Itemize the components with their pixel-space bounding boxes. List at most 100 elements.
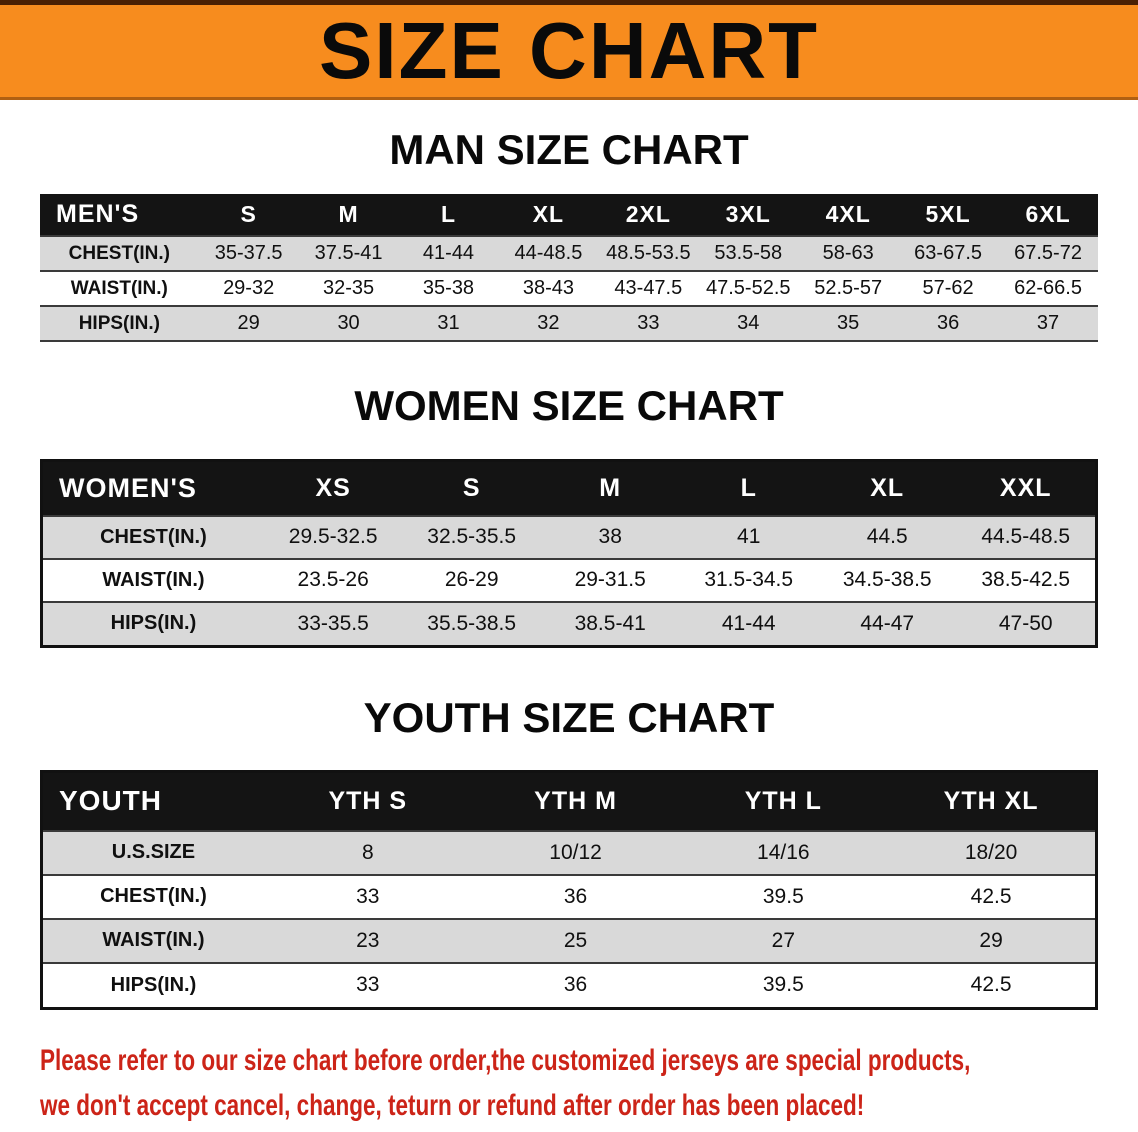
size-value-cell: 26-29 xyxy=(402,557,541,602)
table-row: WAIST(IN.) 29-32 32-35 35-38 38-43 43-47.5 47.… xyxy=(40,270,1098,307)
size-value-cell: 38 xyxy=(540,514,680,559)
size-column-header: L xyxy=(679,461,818,516)
size-value-cell: 62-66.5 xyxy=(998,270,1098,307)
size-value-cell: 29-31.5 xyxy=(540,557,680,602)
size-column-header: XS xyxy=(263,461,403,516)
size-column-header: XXL xyxy=(956,461,1095,516)
size-column-header: L xyxy=(398,194,499,237)
size-value-cell: 41-44 xyxy=(398,235,499,272)
table-row: CHEST(IN.) 29.5-32.5 32.5-35.5 38 41 44.5 44.5… xyxy=(43,514,1095,559)
size-column-header: XL xyxy=(498,194,599,237)
row-label-cell: HIPS(IN.) xyxy=(43,600,264,645)
size-value-cell: 25 xyxy=(471,917,680,963)
size-value-cell: 35-38 xyxy=(398,270,499,307)
size-value-cell: 31.5-34.5 xyxy=(679,557,818,602)
size-value-cell: 38-43 xyxy=(498,270,599,307)
table-header-row: MEN'S S M L XL 2XL 3XL 4XL 5XL 6XL xyxy=(40,194,1098,237)
row-label-cell: CHEST(IN.) xyxy=(43,514,264,559)
size-column-header: XL xyxy=(817,461,957,516)
women-size-table: WOMEN'S XS S M L XL XXL CHEST(IN.) 29.5-32.5 32.5… xyxy=(40,458,1098,648)
size-value-cell: 32.5-35.5 xyxy=(402,514,541,559)
size-value-cell: 47-50 xyxy=(956,600,1095,645)
table-row: HIPS(IN.) 33 36 39.5 42.5 xyxy=(43,961,1095,1007)
size-value-cell: 33 xyxy=(598,305,699,343)
table-row: WAIST(IN.) 23 25 27 29 xyxy=(43,917,1095,963)
size-value-cell: 23.5-26 xyxy=(263,557,403,602)
footer-notice: Please refer to our size chart before or… xyxy=(40,1038,1138,1128)
size-value-cell: 29 xyxy=(887,917,1095,963)
size-value-cell: 44.5-48.5 xyxy=(956,514,1095,559)
size-column-header: S xyxy=(402,461,541,516)
size-column-header: YTH XL xyxy=(887,772,1095,831)
size-column-header: 2XL xyxy=(598,194,699,237)
table-title-cell: MEN'S xyxy=(40,194,199,237)
size-value-cell: 14/16 xyxy=(679,829,888,875)
table-row: WAIST(IN.) 23.5-26 26-29 29-31.5 31.5-34.5 34… xyxy=(43,557,1095,602)
size-value-cell: 36 xyxy=(471,873,680,919)
table-title-cell: WOMEN'S xyxy=(43,461,264,516)
size-value-cell: 42.5 xyxy=(887,961,1095,1007)
size-value-cell: 52.5-57 xyxy=(798,270,899,307)
size-column-header: S xyxy=(198,194,299,237)
size-value-cell: 33-35.5 xyxy=(263,600,403,645)
size-value-cell: 44-48.5 xyxy=(498,235,599,272)
table-row: CHEST(IN.) 33 36 39.5 42.5 xyxy=(43,873,1095,919)
size-value-cell: 47.5-52.5 xyxy=(698,270,799,307)
size-value-cell: 39.5 xyxy=(679,961,888,1007)
size-value-cell: 57-62 xyxy=(898,270,999,307)
size-value-cell: 44.5 xyxy=(817,514,957,559)
size-value-cell: 32-35 xyxy=(298,270,399,307)
size-value-cell: 32 xyxy=(498,305,599,343)
size-column-header: 6XL xyxy=(998,194,1098,237)
size-value-cell: 10/12 xyxy=(471,829,680,875)
table-row: CHEST(IN.) 35-37.5 37.5-41 41-44 44-48.5 48.5… xyxy=(40,235,1098,272)
table-header-row: WOMEN'S XS S M L XL XXL xyxy=(43,461,1095,516)
women-size-chart-heading: WOMEN SIZE CHART xyxy=(354,382,784,430)
man-size-chart-heading: MAN SIZE CHART xyxy=(389,126,749,173)
table-row: HIPS(IN.) 33-35.5 35.5-38.5 38.5-41 41-44 44-… xyxy=(43,600,1095,645)
size-value-cell: 23 xyxy=(263,917,472,963)
size-value-cell: 33 xyxy=(263,873,472,919)
size-value-cell: 29-32 xyxy=(198,270,299,307)
table-header-row: YOUTH YTH S YTH M YTH L YTH XL xyxy=(43,772,1095,831)
size-value-cell: 29.5-32.5 xyxy=(263,514,403,559)
row-label-cell: HIPS(IN.) xyxy=(43,961,264,1007)
row-label-cell: WAIST(IN.) xyxy=(43,917,264,963)
row-label-cell: HIPS(IN.) xyxy=(40,305,199,343)
size-value-cell: 36 xyxy=(471,961,680,1007)
size-value-cell: 18/20 xyxy=(887,829,1095,875)
size-value-cell: 43-47.5 xyxy=(598,270,699,307)
page-title: SIZE CHART xyxy=(319,6,819,95)
table-title-cell: YOUTH xyxy=(43,772,264,831)
size-value-cell: 29 xyxy=(198,305,299,343)
table-row: U.S.SIZE 8 10/12 14/16 18/20 xyxy=(43,829,1095,875)
row-label-cell: CHEST(IN.) xyxy=(43,873,264,919)
size-value-cell: 39.5 xyxy=(679,873,888,919)
notice-line-1: Please refer to our size chart before or… xyxy=(40,1043,971,1077)
table-row: HIPS(IN.) 29 30 31 32 33 34 35 36 37 xyxy=(40,305,1098,343)
youth-size-section: YOUTH SIZE CHART YOUTH YTH S YTH M YTH L YTH… xyxy=(0,694,1138,1010)
size-value-cell: 27 xyxy=(679,917,888,963)
size-table: MEN'S S M L XL 2XL 3XL 4XL 5XL 6XL CHEST(IN.) 35-37… xyxy=(40,194,1098,343)
size-column-header: M xyxy=(540,461,680,516)
size-value-cell: 37 xyxy=(998,305,1098,343)
size-value-cell: 42.5 xyxy=(887,873,1095,919)
men-size-section: MAN SIZE CHART MEN'S S M L XL 2XL 3XL 4XL 5XL 6XL… xyxy=(0,126,1138,343)
row-label-cell: WAIST(IN.) xyxy=(40,270,199,307)
size-table: YOUTH YTH S YTH M YTH L YTH XL U.S.SIZE 8 10/12… xyxy=(43,772,1095,1007)
size-value-cell: 35-37.5 xyxy=(198,235,299,272)
size-column-header: YTH L xyxy=(679,772,888,831)
size-column-header: YTH M xyxy=(471,772,680,831)
size-value-cell: 34 xyxy=(698,305,799,343)
youth-size-chart-heading: YOUTH SIZE CHART xyxy=(363,693,775,741)
row-label-cell: WAIST(IN.) xyxy=(43,557,264,602)
size-value-cell: 36 xyxy=(898,305,999,343)
row-label-cell: U.S.SIZE xyxy=(43,829,264,875)
size-column-header: 5XL xyxy=(898,194,999,237)
size-value-cell: 30 xyxy=(298,305,399,343)
size-value-cell: 67.5-72 xyxy=(998,235,1098,272)
size-value-cell: 53.5-58 xyxy=(698,235,799,272)
size-value-cell: 58-63 xyxy=(798,235,899,272)
size-value-cell: 44-47 xyxy=(817,600,957,645)
